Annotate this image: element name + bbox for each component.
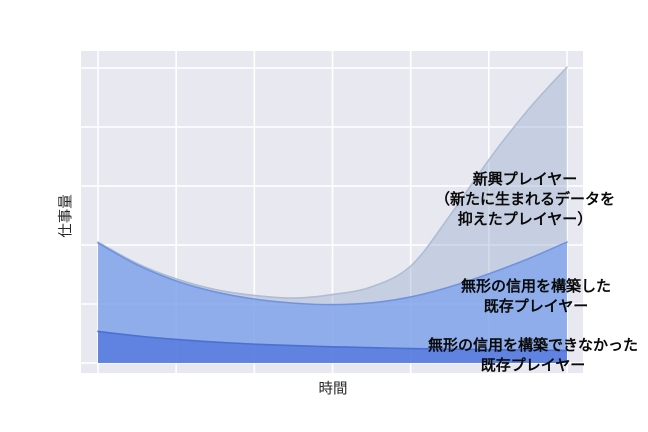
plot-area — [81, 51, 583, 373]
annotation-line: 既存プレイヤー — [483, 297, 589, 315]
annotation-incumbents-with-trust: 無形の信用を構築した 既存プレイヤー — [461, 276, 611, 316]
annotation-line: 抑えたプレイヤー） — [457, 210, 593, 228]
annotation-line: 無形の信用を構築できなかった — [427, 336, 639, 354]
annotation-line: 既存プレイヤー — [480, 356, 586, 374]
annotation-line: 無形の信用を構築した — [460, 277, 612, 295]
x-axis-label: 時間 — [318, 381, 348, 398]
chart-svg — [81, 51, 583, 373]
annotation-emerging-players: 新興プレイヤー （新たに生まれるデータを 抑えたプレイヤー） — [435, 169, 615, 229]
y-axis-label: 仕事量 — [58, 194, 75, 238]
annotation-line: （新たに生まれるデータを — [434, 190, 616, 208]
annotation-incumbents-without-trust: 無形の信用を構築できなかった 既存プレイヤー — [428, 335, 638, 375]
annotation-line: 新興プレイヤー — [472, 170, 578, 188]
